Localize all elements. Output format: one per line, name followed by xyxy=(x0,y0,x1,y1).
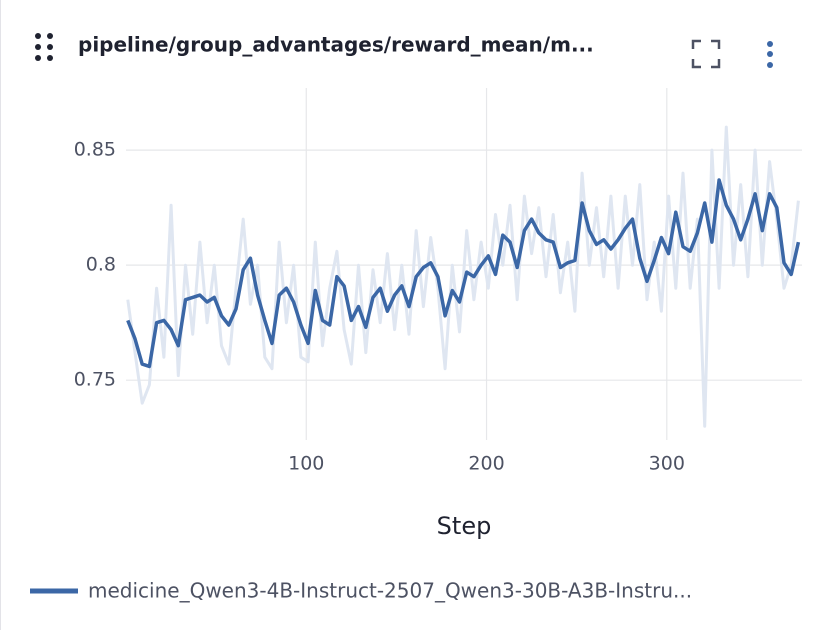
plot-area: 0.75 0.8 0.85 100 200 300 xyxy=(74,88,802,475)
legend-label[interactable]: medicine_Qwen3-4B-Instruct-2507_Qwen3-30… xyxy=(88,579,692,603)
menu-icon[interactable] xyxy=(767,41,773,68)
x-tick-label: 100 xyxy=(288,453,324,475)
chart-title: pipeline/group_advantages/reward_mean/m.… xyxy=(78,33,594,57)
smoothed-line xyxy=(126,178,801,369)
x-axis-label: Step xyxy=(437,512,492,540)
x-tick-label: 300 xyxy=(649,453,685,475)
fullscreen-icon[interactable] xyxy=(691,39,721,69)
x-tick-label: 200 xyxy=(468,453,504,475)
drag-handle[interactable] xyxy=(35,33,53,61)
raw-line xyxy=(126,125,800,428)
y-tick-label: 0.8 xyxy=(86,254,116,276)
y-tick-label: 0.75 xyxy=(74,369,116,391)
y-tick-label: 0.85 xyxy=(74,139,116,161)
